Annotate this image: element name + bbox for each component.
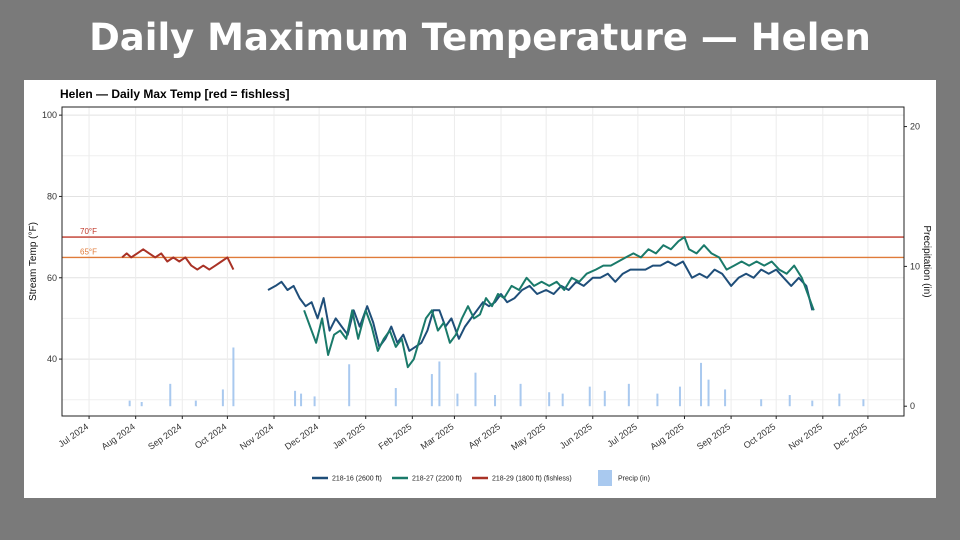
x-tick-label: Jul 2025 xyxy=(605,421,639,449)
temperature-chart: Helen — Daily Max Temp [red = fishless] … xyxy=(28,87,932,486)
precip-bar xyxy=(294,390,297,407)
y2-axis-title: Precipitation (in) xyxy=(921,225,932,297)
precip-bar xyxy=(430,374,433,407)
x-tick-label: Apr 2025 xyxy=(467,421,503,450)
precip-bar xyxy=(474,372,477,407)
precip-bar xyxy=(128,400,131,407)
precip-bar xyxy=(548,392,551,407)
x-tick-label: Sep 2025 xyxy=(695,421,732,451)
precip-bar xyxy=(221,389,224,407)
legend: 218-16 (2600 ft) 218-27 (2200 ft) 218-29 (… xyxy=(312,470,650,486)
legend-label: 218-27 (2200 ft) xyxy=(412,476,462,483)
x-tick-label: Jul 2024 xyxy=(57,421,91,449)
reference-line-label: 65°F xyxy=(80,247,97,256)
x-tick-label: Aug 2024 xyxy=(100,421,137,451)
y-tick-label: 100 xyxy=(42,110,57,120)
x-tick-label: Aug 2025 xyxy=(648,421,685,451)
precip-bar xyxy=(838,393,841,407)
reference-lines: 70°F 65°F xyxy=(62,227,904,259)
x-axis: Jul 2024 Aug 2024 Sep 2024 Oct 2024 Nov 2024… xyxy=(57,416,869,452)
slide-title: Daily Maximum Temperature — Helen xyxy=(89,16,871,59)
precip-bar xyxy=(724,389,727,407)
grid xyxy=(62,107,904,416)
precip-bar xyxy=(707,379,710,407)
precip-bar xyxy=(788,395,791,407)
precip-bar xyxy=(760,399,763,407)
series-line xyxy=(303,236,815,369)
precip-bar xyxy=(169,383,172,407)
legend-label: 218-29 (1800 ft) (fishless) xyxy=(492,476,572,483)
legend-label: 218-16 (2600 ft) xyxy=(332,476,382,483)
precip-bar xyxy=(811,400,814,407)
precip-bar xyxy=(348,364,351,407)
y2-tick-label: 10 xyxy=(910,261,920,271)
x-tick-label: Nov 2024 xyxy=(238,421,275,451)
precip-bar xyxy=(456,393,459,407)
x-tick-label: Sep 2024 xyxy=(146,421,183,451)
x-tick-label: Nov 2025 xyxy=(787,421,824,451)
precip-bar xyxy=(494,395,497,407)
y2-tick-label: 20 xyxy=(910,122,920,132)
y2-axis: 0 10 20 xyxy=(904,122,920,411)
y-axis-title: Stream Temp (°F) xyxy=(28,222,39,301)
series-lines xyxy=(121,236,815,369)
x-tick-label: Feb 2025 xyxy=(377,421,414,451)
plot-frame xyxy=(61,106,905,417)
precip-bar xyxy=(678,386,681,407)
precip-bar xyxy=(232,347,235,407)
precip-bar xyxy=(140,402,143,407)
precip-bar xyxy=(862,399,865,407)
y-tick-label: 40 xyxy=(47,354,57,364)
x-tick-label: Oct 2024 xyxy=(193,421,229,450)
precip-bar xyxy=(627,383,630,407)
x-tick-label: Jan 2025 xyxy=(331,421,367,450)
x-tick-label: Dec 2025 xyxy=(832,421,869,451)
precip-bar xyxy=(561,393,564,407)
precip-bar xyxy=(519,383,522,407)
chart-title: Helen — Daily Max Temp [red = fishless] xyxy=(60,87,290,101)
y-axis: 40 60 80 100 xyxy=(42,110,62,364)
legend-label: Precip (in) xyxy=(618,476,650,483)
precip-bar xyxy=(313,396,316,407)
y-tick-label: 80 xyxy=(47,191,57,201)
precip-bar xyxy=(300,393,303,407)
reference-line-label: 70°F xyxy=(80,227,97,236)
x-tick-label: Dec 2024 xyxy=(283,421,320,451)
legend-swatch xyxy=(598,470,612,486)
y2-tick-label: 0 xyxy=(910,401,915,411)
x-tick-label: May 2025 xyxy=(509,421,547,452)
precip-bar xyxy=(588,386,591,407)
x-tick-label: Oct 2025 xyxy=(742,421,778,450)
y-tick-label: 60 xyxy=(47,273,57,283)
precip-bar xyxy=(438,361,441,407)
precip-bar xyxy=(603,390,606,407)
chart-panel: Helen — Daily Max Temp [red = fishless] … xyxy=(24,80,936,498)
precip-bars xyxy=(128,347,865,407)
x-tick-label: Jun 2025 xyxy=(558,421,594,450)
precip-bar xyxy=(194,400,197,407)
precip-bar xyxy=(656,393,659,407)
precip-bar xyxy=(394,388,397,407)
precip-bar xyxy=(700,362,703,407)
series-line xyxy=(121,248,235,271)
x-tick-label: Mar 2025 xyxy=(419,421,456,451)
